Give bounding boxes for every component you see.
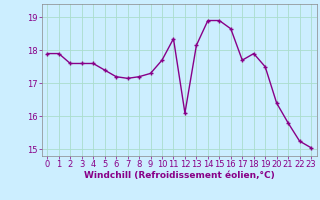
X-axis label: Windchill (Refroidissement éolien,°C): Windchill (Refroidissement éolien,°C) [84, 171, 275, 180]
